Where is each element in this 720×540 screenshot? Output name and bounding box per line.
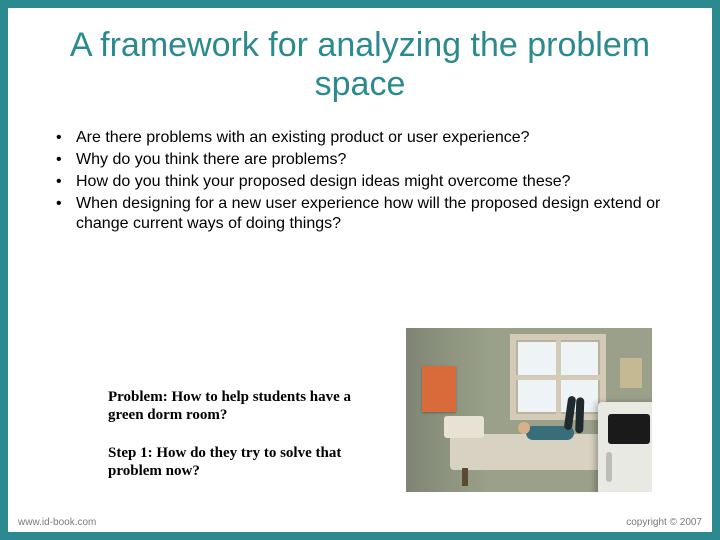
lower-region: Problem: How to help students have a gre…	[8, 336, 712, 506]
dorm-room-image	[406, 328, 652, 492]
caption-step1: Step 1: How do they try to solve that pr…	[108, 444, 368, 480]
bullet-item: When designing for a new user experience…	[56, 194, 682, 234]
footer: www.id-book.com copyright © 2007	[8, 512, 712, 532]
slide-title: A framework for analyzing the problem sp…	[8, 8, 712, 118]
footer-url: www.id-book.com	[18, 517, 96, 528]
bullet-list: Are there problems with an existing prod…	[8, 118, 712, 234]
caption-problem: Problem: How to help students have a gre…	[108, 388, 368, 424]
slide: A framework for analyzing the problem sp…	[8, 8, 712, 532]
bullet-item: Are there problems with an existing prod…	[56, 128, 682, 148]
footer-copyright: copyright © 2007	[626, 517, 702, 528]
caption-block: Problem: How to help students have a gre…	[108, 388, 368, 480]
bullet-item: Why do you think there are problems?	[56, 150, 682, 170]
bullet-item: How do you think your proposed design id…	[56, 172, 682, 192]
